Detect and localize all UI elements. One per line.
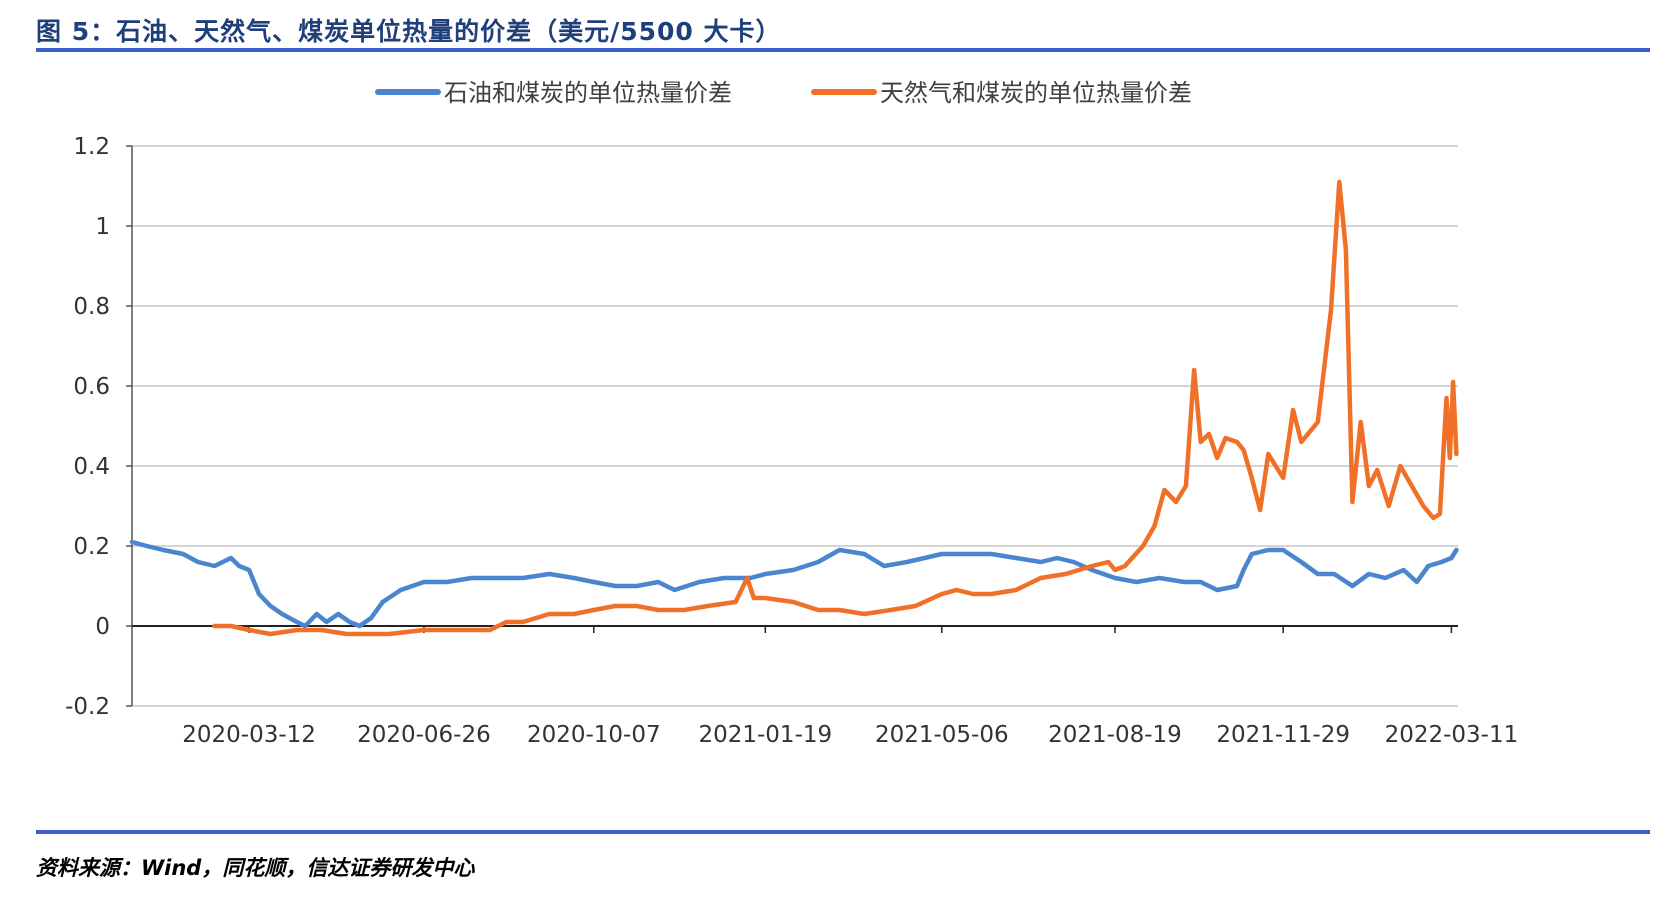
title-rule bbox=[36, 48, 1650, 52]
axes bbox=[126, 145, 1458, 707]
y-tick-label: -0.2 bbox=[65, 694, 110, 720]
x-tick-label: 2020-03-12 bbox=[182, 722, 316, 748]
series-line-2 bbox=[212, 179, 1459, 637]
legend: 石油和煤炭的单位热量价差 天然气和煤炭的单位热量价差 bbox=[375, 79, 1192, 107]
gridlines bbox=[132, 145, 1458, 707]
x-tick-label: 2020-06-26 bbox=[357, 722, 491, 748]
y-tick-label: 0.2 bbox=[73, 534, 110, 560]
line-chart: 石油和煤炭的单位热量价差 天然气和煤炭的单位热量价差 -0.2 0 0.2 0.4 0.6… bbox=[65, 79, 1518, 748]
y-tick-label: 0.4 bbox=[73, 454, 110, 480]
y-tick-label: 0.6 bbox=[73, 374, 110, 400]
x-tick-label: 2020-10-07 bbox=[527, 722, 661, 748]
x-tick-label: 2021-05-06 bbox=[875, 722, 1009, 748]
source-note: 资料来源：Wind，同花顺，信达证券研发中心 bbox=[36, 856, 475, 880]
x-tick-label: 2021-08-19 bbox=[1048, 722, 1182, 748]
x-tick-label: 2021-01-19 bbox=[698, 722, 832, 748]
series-lines bbox=[129, 179, 1459, 637]
footer-rule bbox=[36, 830, 1650, 834]
x-tick-label: 2021-11-29 bbox=[1216, 722, 1350, 748]
y-tick-label: 1.2 bbox=[73, 134, 110, 160]
y-tick-label: 0.8 bbox=[73, 294, 110, 320]
legend-label-2: 天然气和煤炭的单位热量价差 bbox=[880, 79, 1192, 107]
x-tick-label: 2022-03-11 bbox=[1385, 722, 1519, 748]
y-tick-label: 1 bbox=[95, 214, 110, 240]
y-tick-label: 0 bbox=[95, 614, 110, 640]
legend-label-1: 石油和煤炭的单位热量价差 bbox=[444, 79, 732, 107]
series-line-1 bbox=[129, 539, 1459, 629]
tick-labels: -0.2 0 0.2 0.4 0.6 0.8 1 1.2 2020-03-12 2020-06-2… bbox=[65, 134, 1518, 748]
figure-title: 图 5：石油、天然气、煤炭单位热量的价差（美元/5500 大卡） bbox=[36, 17, 782, 46]
